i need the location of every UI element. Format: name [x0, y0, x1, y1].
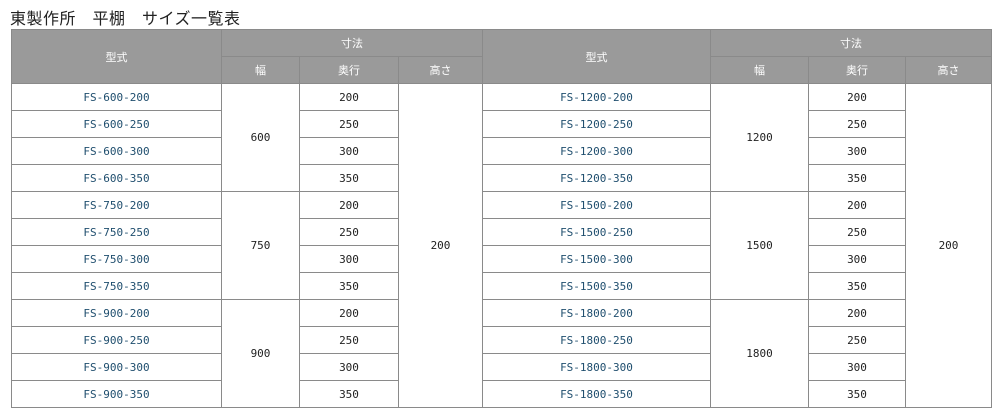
depth-cell: 200: [299, 83, 399, 111]
header-depth: 奥行: [299, 56, 399, 84]
model-cell: FS-1800-200: [482, 299, 711, 327]
model-cell: FS-750-200: [11, 191, 222, 219]
depth-cell: 350: [808, 380, 906, 408]
model-cell: FS-900-350: [11, 380, 222, 408]
model-cell: FS-1500-300: [482, 245, 711, 273]
table-body: FS-600-200 600 200 200 FS-1200-200 1200 200 200…: [11, 83, 992, 408]
model-cell: FS-900-200: [11, 299, 222, 327]
width-cell: 900: [221, 299, 300, 408]
depth-cell: 250: [299, 326, 399, 354]
depth-cell: 350: [299, 164, 399, 192]
depth-cell: 300: [808, 245, 906, 273]
model-cell: FS-1200-300: [482, 137, 711, 165]
model-cell: FS-1200-350: [482, 164, 711, 192]
depth-cell: 350: [808, 164, 906, 192]
model-cell: FS-1500-350: [482, 272, 711, 300]
depth-cell: 300: [299, 353, 399, 381]
depth-cell: 200: [808, 299, 906, 327]
header-model: 型式: [11, 29, 222, 84]
table-row: FS-600-300 300 FS-1200-300 300: [11, 137, 992, 165]
table-row: FS-600-200 600 200 200 FS-1200-200 1200 200 200: [11, 83, 992, 408]
table-row: FS-750-200 750 200 FS-1500-200 1500 200: [11, 191, 992, 300]
table-row: FS-900-300 300 FS-1800-300 300: [11, 353, 992, 381]
depth-cell: 250: [808, 110, 906, 138]
model-cell: FS-600-250: [11, 110, 222, 138]
model-cell: FS-600-300: [11, 137, 222, 165]
depth-cell: 350: [299, 272, 399, 300]
model-cell: FS-750-250: [11, 218, 222, 246]
model-cell: FS-1800-300: [482, 353, 711, 381]
header-width: 幅: [221, 56, 300, 84]
model-cell: FS-600-350: [11, 164, 222, 192]
model-cell: FS-1500-250: [482, 218, 711, 246]
depth-cell: 250: [299, 218, 399, 246]
height-cell: 200: [398, 83, 483, 408]
model-cell: FS-1800-250: [482, 326, 711, 354]
table-row: FS-900-200 900 200 FS-1800-200 1800 200: [11, 299, 992, 408]
width-cell: 1500: [710, 191, 809, 300]
table-row: FS-750-300 300 FS-1500-300 300: [11, 245, 992, 273]
depth-cell: 300: [299, 137, 399, 165]
depth-cell: 300: [299, 245, 399, 273]
depth-cell: 250: [299, 110, 399, 138]
depth-cell: 300: [808, 137, 906, 165]
header-width: 幅: [710, 56, 809, 84]
model-cell: FS-1200-200: [482, 83, 711, 111]
table-row: FS-900-250 250 FS-1800-250 250: [11, 326, 992, 354]
width-cell: 750: [221, 191, 300, 300]
model-cell: FS-600-200: [11, 83, 222, 111]
depth-cell: 200: [299, 191, 399, 219]
model-cell: FS-1500-200: [482, 191, 711, 219]
depth-cell: 250: [808, 326, 906, 354]
depth-cell: 250: [808, 218, 906, 246]
depth-cell: 200: [299, 299, 399, 327]
model-cell: FS-1800-350: [482, 380, 711, 408]
width-cell: 1800: [710, 299, 809, 408]
header-model: 型式: [482, 29, 711, 84]
model-cell: FS-750-300: [11, 245, 222, 273]
depth-cell: 350: [299, 380, 399, 408]
depth-cell: 200: [808, 191, 906, 219]
header-dimensions: 寸法: [221, 29, 483, 57]
model-cell: FS-1200-250: [482, 110, 711, 138]
page-title: 東製作所 平棚 サイズ一覧表: [10, 9, 241, 28]
model-cell: FS-900-300: [11, 353, 222, 381]
depth-cell: 300: [808, 353, 906, 381]
size-table: 型式 寸法 型式 寸法 幅 奥行 高さ 幅 奥行 高さ FS-600-200 60…: [11, 29, 992, 408]
depth-cell: 200: [808, 83, 906, 111]
height-cell: 200: [905, 83, 992, 408]
header-dimensions: 寸法: [710, 29, 992, 57]
table-row: FS-600-350 350 FS-1200-350 350: [11, 164, 992, 192]
width-cell: 1200: [710, 83, 809, 192]
depth-cell: 350: [808, 272, 906, 300]
table-row: FS-600-250 250 FS-1200-250 250: [11, 110, 992, 138]
header-depth: 奥行: [808, 56, 906, 84]
table-row: FS-750-250 250 FS-1500-250 250: [11, 218, 992, 246]
header-height: 高さ: [905, 56, 992, 84]
model-cell: FS-900-250: [11, 326, 222, 354]
table-row: FS-900-350 350 FS-1800-350 350: [11, 380, 992, 408]
model-cell: FS-750-350: [11, 272, 222, 300]
header-height: 高さ: [398, 56, 483, 84]
width-cell: 600: [221, 83, 300, 192]
table-row: FS-750-350 350 FS-1500-350 350: [11, 272, 992, 300]
